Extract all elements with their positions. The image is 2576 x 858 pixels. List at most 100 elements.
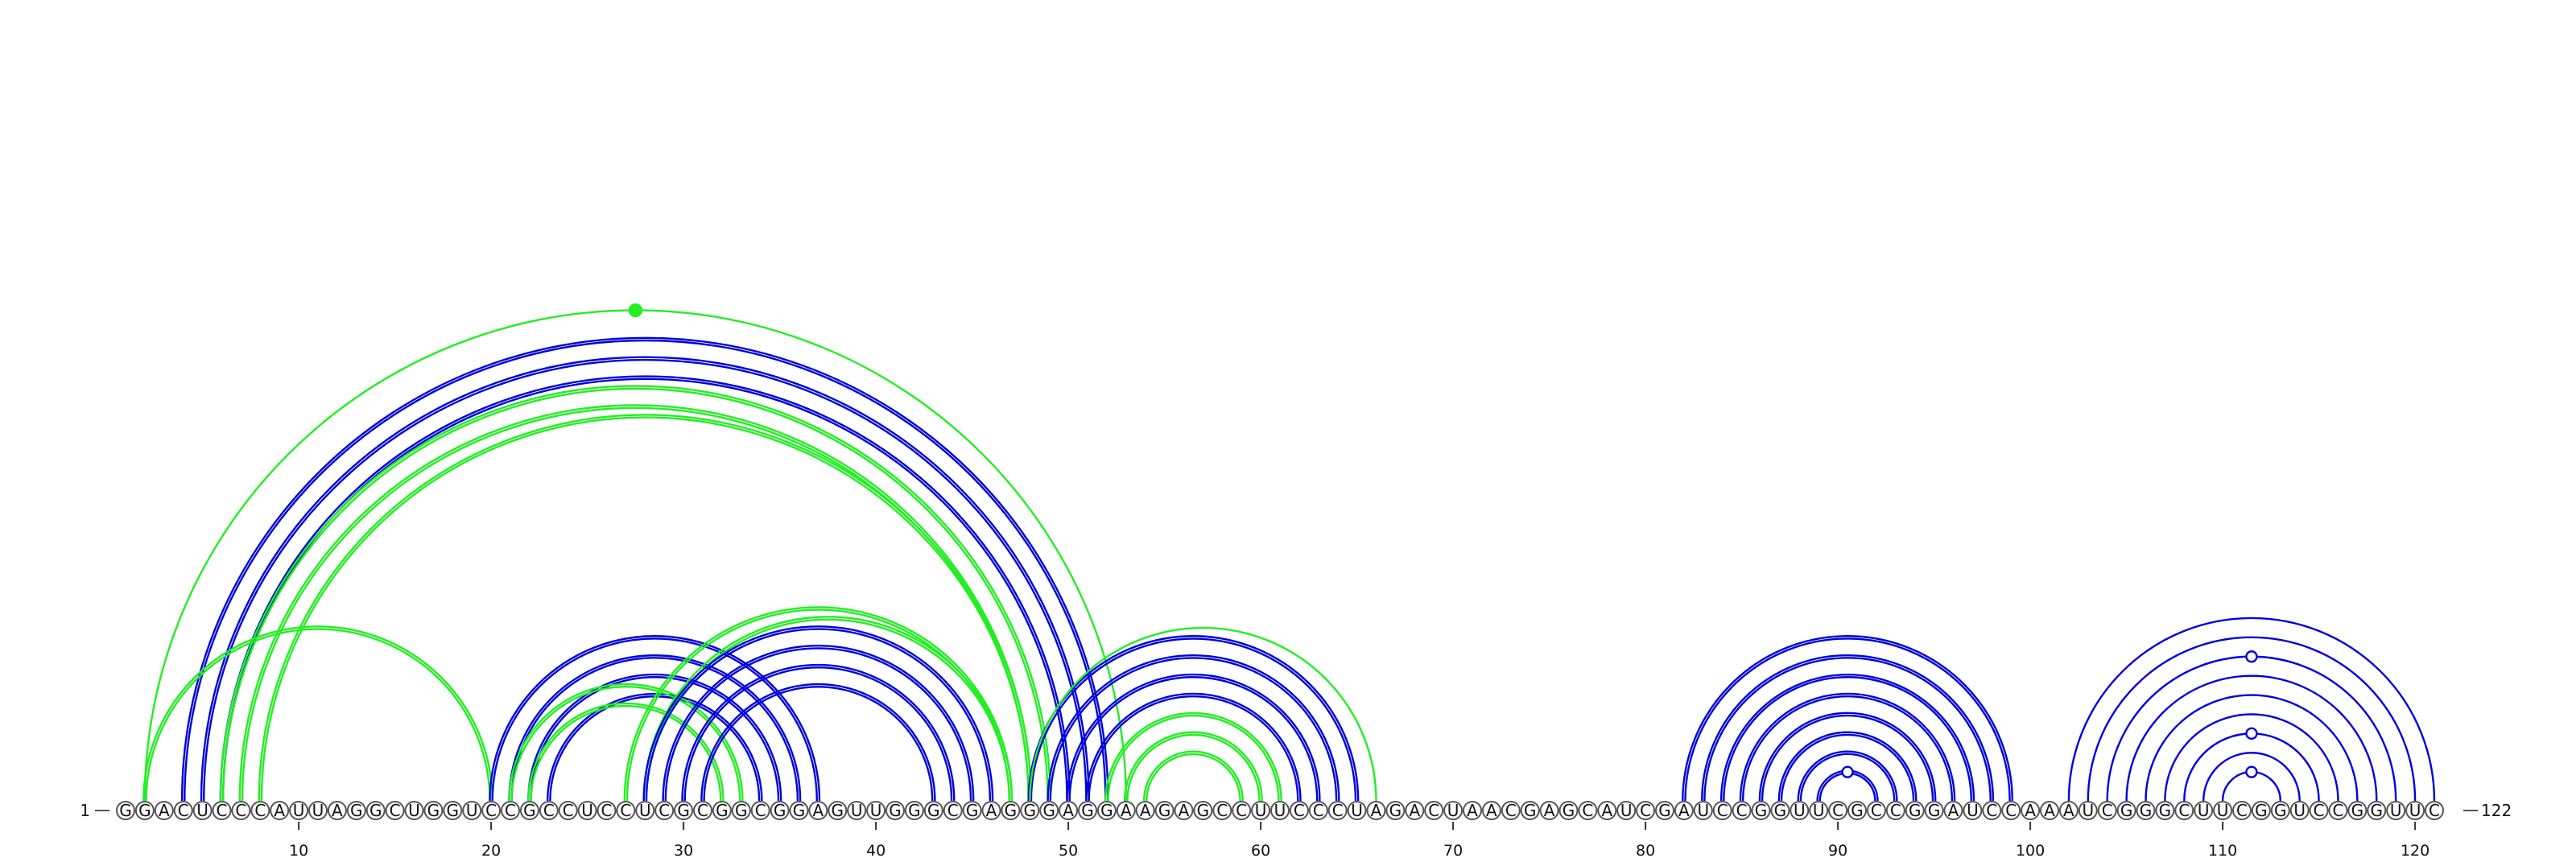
nucleotide-letter: G bbox=[1928, 801, 1941, 820]
nucleotide-circle bbox=[2367, 801, 2387, 820]
arc-marker-dot bbox=[1841, 765, 1854, 778]
nucleotide: G bbox=[1020, 801, 1040, 820]
nucleotide-letter: G bbox=[1755, 801, 1768, 820]
nucleotide-circle bbox=[2270, 801, 2290, 820]
nucleotide: G bbox=[789, 801, 809, 820]
nucleotide-circle bbox=[750, 801, 770, 820]
nucleotide: C bbox=[1212, 801, 1232, 820]
tick-label: 70 bbox=[1443, 842, 1463, 858]
nucleotide-letter: C bbox=[1640, 801, 1651, 820]
nucleotide: C bbox=[2232, 801, 2252, 820]
nucleotide: G bbox=[365, 801, 386, 820]
base-pair-arc bbox=[623, 606, 1013, 802]
nucleotide: G bbox=[116, 801, 135, 820]
nucleotide-letter: A bbox=[1948, 801, 1959, 820]
base-pair-arc bbox=[1142, 750, 1244, 802]
base-pair-arc bbox=[700, 683, 936, 802]
nucleotide: U bbox=[2194, 801, 2214, 820]
nucleotide-letter: C bbox=[2333, 801, 2344, 820]
nucleotide-circle bbox=[481, 801, 502, 820]
nucleotide-letter: C bbox=[1890, 801, 1901, 820]
base-pair-arc bbox=[1701, 654, 1995, 802]
nucleotide-circle bbox=[923, 801, 943, 820]
nucleotide-circle bbox=[1636, 801, 1656, 820]
nucleotide-circle bbox=[1251, 801, 1271, 820]
nucleotide-letter: C bbox=[658, 801, 670, 820]
base-pair-arc bbox=[1684, 637, 2011, 802]
nucleotide-letter: A bbox=[274, 801, 285, 820]
nucleotide-circle bbox=[693, 801, 712, 820]
nucleotide: G bbox=[1520, 801, 1540, 820]
nucleotide: U bbox=[1270, 801, 1290, 820]
nucleotide-circle bbox=[2251, 801, 2271, 820]
base-pair-arc bbox=[508, 654, 802, 802]
nucleotide: C bbox=[943, 801, 963, 820]
nucleotide: C bbox=[1732, 801, 1752, 820]
base-pair-arc bbox=[1068, 676, 1319, 802]
base-pair-arc bbox=[625, 608, 1010, 802]
nucleotide-letter: G bbox=[447, 801, 460, 820]
nucleotide-letter: G bbox=[735, 801, 748, 820]
nucleotide-circle bbox=[1674, 801, 1694, 820]
nucleotide-circle bbox=[134, 801, 155, 820]
nucleotide-letter: C bbox=[1717, 801, 1728, 820]
arc-marker-dot bbox=[2245, 650, 2258, 663]
base-pair-arc bbox=[1029, 626, 1377, 802]
nucleotide: C bbox=[1578, 801, 1598, 820]
nucleotide-circle bbox=[635, 801, 655, 820]
nucleotide: C bbox=[212, 801, 232, 820]
nucleotide-letter: G bbox=[369, 801, 382, 820]
nucleotide-letter: G bbox=[1774, 801, 1787, 820]
nucleotide-circle bbox=[847, 801, 867, 820]
nucleotide-circle bbox=[173, 801, 193, 820]
nucleotide: C bbox=[1424, 801, 1444, 820]
nucleotide-letter: U bbox=[2390, 801, 2402, 820]
base-pair-arc bbox=[664, 647, 972, 802]
nucleotide-letter: U bbox=[639, 801, 651, 820]
nucleotide-circle bbox=[828, 801, 848, 820]
nucleotide-letter: C bbox=[1428, 801, 1439, 820]
nucleotide-letter: G bbox=[1563, 801, 1575, 820]
nucleotide-circle bbox=[462, 801, 482, 820]
nucleotide-circle bbox=[886, 801, 905, 820]
nucleotide: G bbox=[2347, 801, 2368, 820]
nucleotide-circle bbox=[1924, 801, 1944, 820]
nucleotide: U bbox=[1809, 801, 1829, 820]
nucleotide: G bbox=[1154, 801, 1174, 820]
nucleotide: C bbox=[1828, 801, 1848, 820]
nucleotide: A bbox=[1174, 801, 1194, 820]
nucleotide: U bbox=[2405, 801, 2425, 820]
nucleotide-letter: G bbox=[2255, 801, 2268, 820]
base-pair-arc bbox=[1777, 731, 1918, 802]
nucleotide-circle bbox=[2309, 801, 2329, 820]
nucleotide: U bbox=[2386, 801, 2406, 820]
tick-label: 20 bbox=[481, 842, 501, 858]
nucleotide: G bbox=[2251, 801, 2271, 820]
nucleotide: C bbox=[1232, 801, 1252, 820]
nucleotide-circle bbox=[2232, 801, 2252, 820]
nucleotide-circle bbox=[2405, 801, 2425, 820]
nucleotide-circle bbox=[1963, 801, 1983, 820]
nucleotide-letter: U bbox=[870, 801, 882, 820]
base-pair-arc bbox=[1761, 714, 1934, 802]
nucleotide: A bbox=[1597, 801, 1617, 820]
nucleotide: G bbox=[519, 801, 539, 820]
nucleotide: A bbox=[1059, 801, 1079, 820]
nucleotide: C bbox=[1501, 801, 1521, 820]
nucleotide: A bbox=[154, 801, 174, 820]
nucleotide: A bbox=[808, 801, 828, 820]
nucleotide: G bbox=[904, 801, 924, 820]
sequence-start-label: 1 bbox=[80, 801, 90, 820]
nucleotide-circle bbox=[1578, 801, 1598, 820]
nucleotide: G bbox=[828, 801, 848, 820]
nucleotide-circle bbox=[1751, 801, 1771, 820]
nucleotide-circle bbox=[346, 801, 366, 820]
nucleotide-letter: G bbox=[2351, 801, 2364, 820]
nucleotide-letter: G bbox=[427, 801, 440, 820]
nucleotide-letter: U bbox=[293, 801, 305, 820]
nucleotide-circle bbox=[1847, 801, 1867, 820]
tick-label: 120 bbox=[2401, 842, 2429, 858]
nucleotide-letter: C bbox=[254, 801, 266, 820]
nucleotide-circle bbox=[904, 801, 924, 820]
nucleotide: U bbox=[404, 801, 424, 820]
